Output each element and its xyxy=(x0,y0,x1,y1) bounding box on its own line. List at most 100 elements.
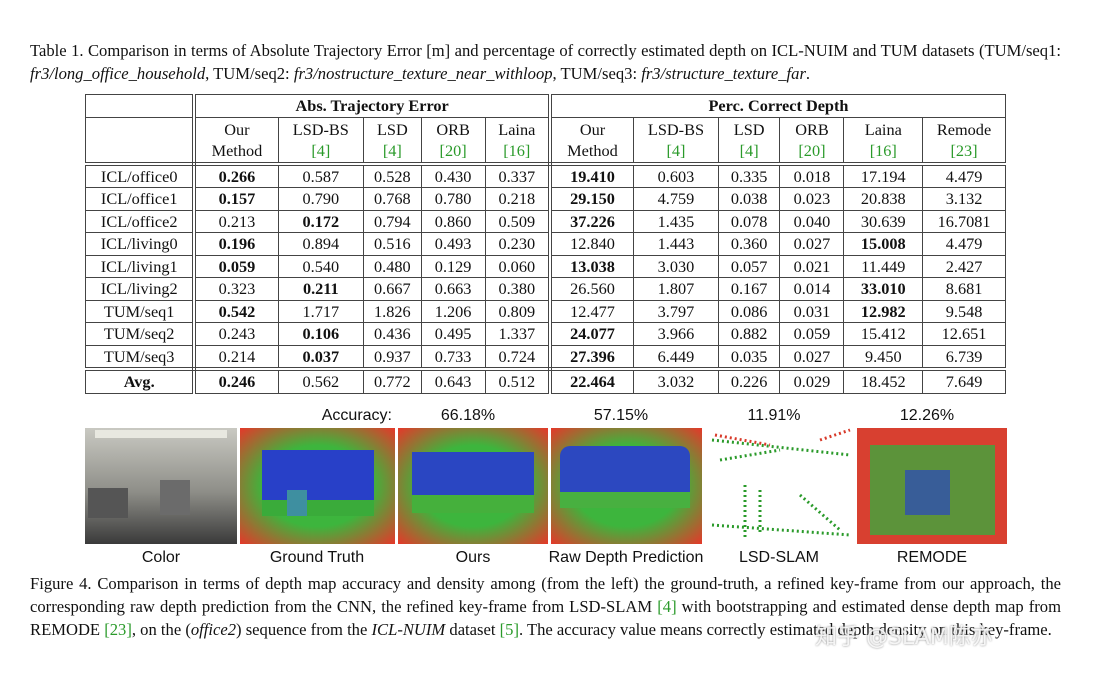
table-row: ICL/office1 0.157 0.790 0.768 0.780 0.218 29.1… xyxy=(85,187,1006,211)
table-cell: 0.035 xyxy=(717,344,781,371)
row-label-cell: ICL/living2 xyxy=(85,277,197,301)
column-name: ORB xyxy=(436,119,470,139)
row-label: TUM/seq2 xyxy=(103,324,175,344)
table-cell: 13.038 xyxy=(549,254,635,278)
table-cell: 8.681 xyxy=(922,277,1006,301)
cell-value: 0.663 xyxy=(434,279,472,299)
table-cell: 0.643 xyxy=(420,368,486,394)
cell-value: 1.807 xyxy=(657,279,695,299)
table-cell: 0.027 xyxy=(779,232,845,256)
table-cell: 0.528 xyxy=(363,163,422,188)
cell-value: 2.427 xyxy=(945,256,983,276)
table-cell: 2.427 xyxy=(922,254,1006,278)
cell-value: 13.038 xyxy=(570,256,615,276)
cell-value: 0.768 xyxy=(374,189,411,209)
cell-value: 0.380 xyxy=(498,279,536,299)
row-label-cell: ICL/office0 xyxy=(85,163,197,188)
column-header: Our Method xyxy=(193,116,279,166)
table-row: ICL/office0 0.266 0.587 0.528 0.430 0.337 19.4… xyxy=(85,163,1006,188)
cell-value: 16.7081 xyxy=(937,211,991,231)
group-header: Abs. Trajectory Error xyxy=(193,94,552,118)
table-cell: 0.733 xyxy=(420,344,486,371)
results-table: Abs. Trajectory Error Perc. Correct Depth… xyxy=(85,94,1006,394)
table-cell: 0.430 xyxy=(420,163,486,188)
table-cell: 0.214 xyxy=(193,344,279,371)
table-cell: 0.266 xyxy=(193,163,279,188)
cell-value: 1.717 xyxy=(302,301,340,321)
column-header: ORB [20] xyxy=(420,116,486,166)
image-label: REMODE xyxy=(897,549,967,566)
table-cell: 12.840 xyxy=(549,232,635,256)
row-label: TUM/seq1 xyxy=(103,301,175,321)
table-cell: 0.809 xyxy=(484,299,552,323)
cell-value: 0.230 xyxy=(498,234,536,254)
cell-value: 0.057 xyxy=(730,256,768,276)
cell-value: 0.937 xyxy=(374,346,411,366)
table-cell: 3.030 xyxy=(633,254,719,278)
table-cell: 6.739 xyxy=(922,344,1006,371)
table-cell: 0.667 xyxy=(363,277,422,301)
corner-cell xyxy=(85,116,197,166)
table-cell: 0.540 xyxy=(277,254,365,278)
cell-value: 0.246 xyxy=(218,372,256,392)
table-cell: 0.226 xyxy=(717,368,781,394)
table-cell: 0.172 xyxy=(277,209,365,233)
citation: [4] xyxy=(657,597,677,616)
column-name: Our xyxy=(224,119,250,139)
cell-value: 24.077 xyxy=(570,324,615,344)
table-cell: 24.077 xyxy=(549,322,635,346)
cell-value: 0.528 xyxy=(374,166,411,186)
cell-value: 0.512 xyxy=(498,372,536,392)
image-ground-truth xyxy=(240,428,395,544)
table-cell: 0.790 xyxy=(277,187,365,211)
row-label-cell: ICL/living1 xyxy=(85,254,197,278)
table-cell: 29.150 xyxy=(549,187,635,211)
row-label: Avg. xyxy=(123,372,155,392)
table-cell: 20.838 xyxy=(843,187,924,211)
column-ref: Method xyxy=(211,140,263,160)
image-label: Ground Truth xyxy=(270,549,364,566)
table-cell: 3.132 xyxy=(922,187,1006,211)
group-header: Perc. Correct Depth xyxy=(549,94,1006,118)
column-name: ORB xyxy=(795,119,829,139)
cell-value: 0.211 xyxy=(302,279,339,299)
column-header: Our Method xyxy=(549,116,635,166)
table-cell: 0.078 xyxy=(717,209,781,233)
row-label: ICL/office0 xyxy=(100,166,178,186)
cell-value: 0.882 xyxy=(730,324,768,344)
cell-value: 0.213 xyxy=(218,211,256,231)
table-cell: 0.059 xyxy=(193,254,279,278)
column-name: Remode xyxy=(936,119,992,139)
cell-value: 0.086 xyxy=(730,301,768,321)
table-row: ICL/office2 0.213 0.172 0.794 0.860 0.509 37.2… xyxy=(85,209,1006,233)
caption-text: . xyxy=(805,64,811,83)
cell-value: 9.450 xyxy=(864,346,902,366)
cell-value: 0.436 xyxy=(374,324,411,344)
cell-value: 0.014 xyxy=(793,279,831,299)
row-label: ICL/living2 xyxy=(100,279,178,299)
column-ref: [20] xyxy=(798,140,826,160)
table-cell: 0.495 xyxy=(420,322,486,346)
column-header: LSD [4] xyxy=(717,116,781,166)
image-lsd-slam xyxy=(705,428,854,544)
cell-value: 0.078 xyxy=(730,211,768,231)
table-cell: 26.560 xyxy=(549,277,635,301)
cell-value: 0.031 xyxy=(793,301,831,321)
table-cell: 0.018 xyxy=(779,163,845,188)
group-title: Abs. Trajectory Error xyxy=(295,96,449,116)
cell-value: 0.040 xyxy=(793,211,831,231)
table-cell: 0.516 xyxy=(363,232,422,256)
table-cell: 0.436 xyxy=(363,322,422,346)
cell-value: 0.772 xyxy=(374,372,411,392)
table-cell: 0.512 xyxy=(484,368,552,394)
table-cell: 0.211 xyxy=(277,277,365,301)
table-cell: 0.037 xyxy=(277,344,365,371)
table-cell: 37.226 xyxy=(549,209,635,233)
column-header: Laina [16] xyxy=(843,116,924,166)
accuracy-value: 11.91% xyxy=(747,407,800,424)
cell-value: 1.206 xyxy=(434,301,472,321)
cell-value: 0.587 xyxy=(302,166,340,186)
table-row: TUM/seq3 0.214 0.037 0.937 0.733 0.724 27.396 6… xyxy=(85,344,1006,371)
cell-value: 29.150 xyxy=(570,189,615,209)
cell-value: 0.027 xyxy=(793,346,831,366)
